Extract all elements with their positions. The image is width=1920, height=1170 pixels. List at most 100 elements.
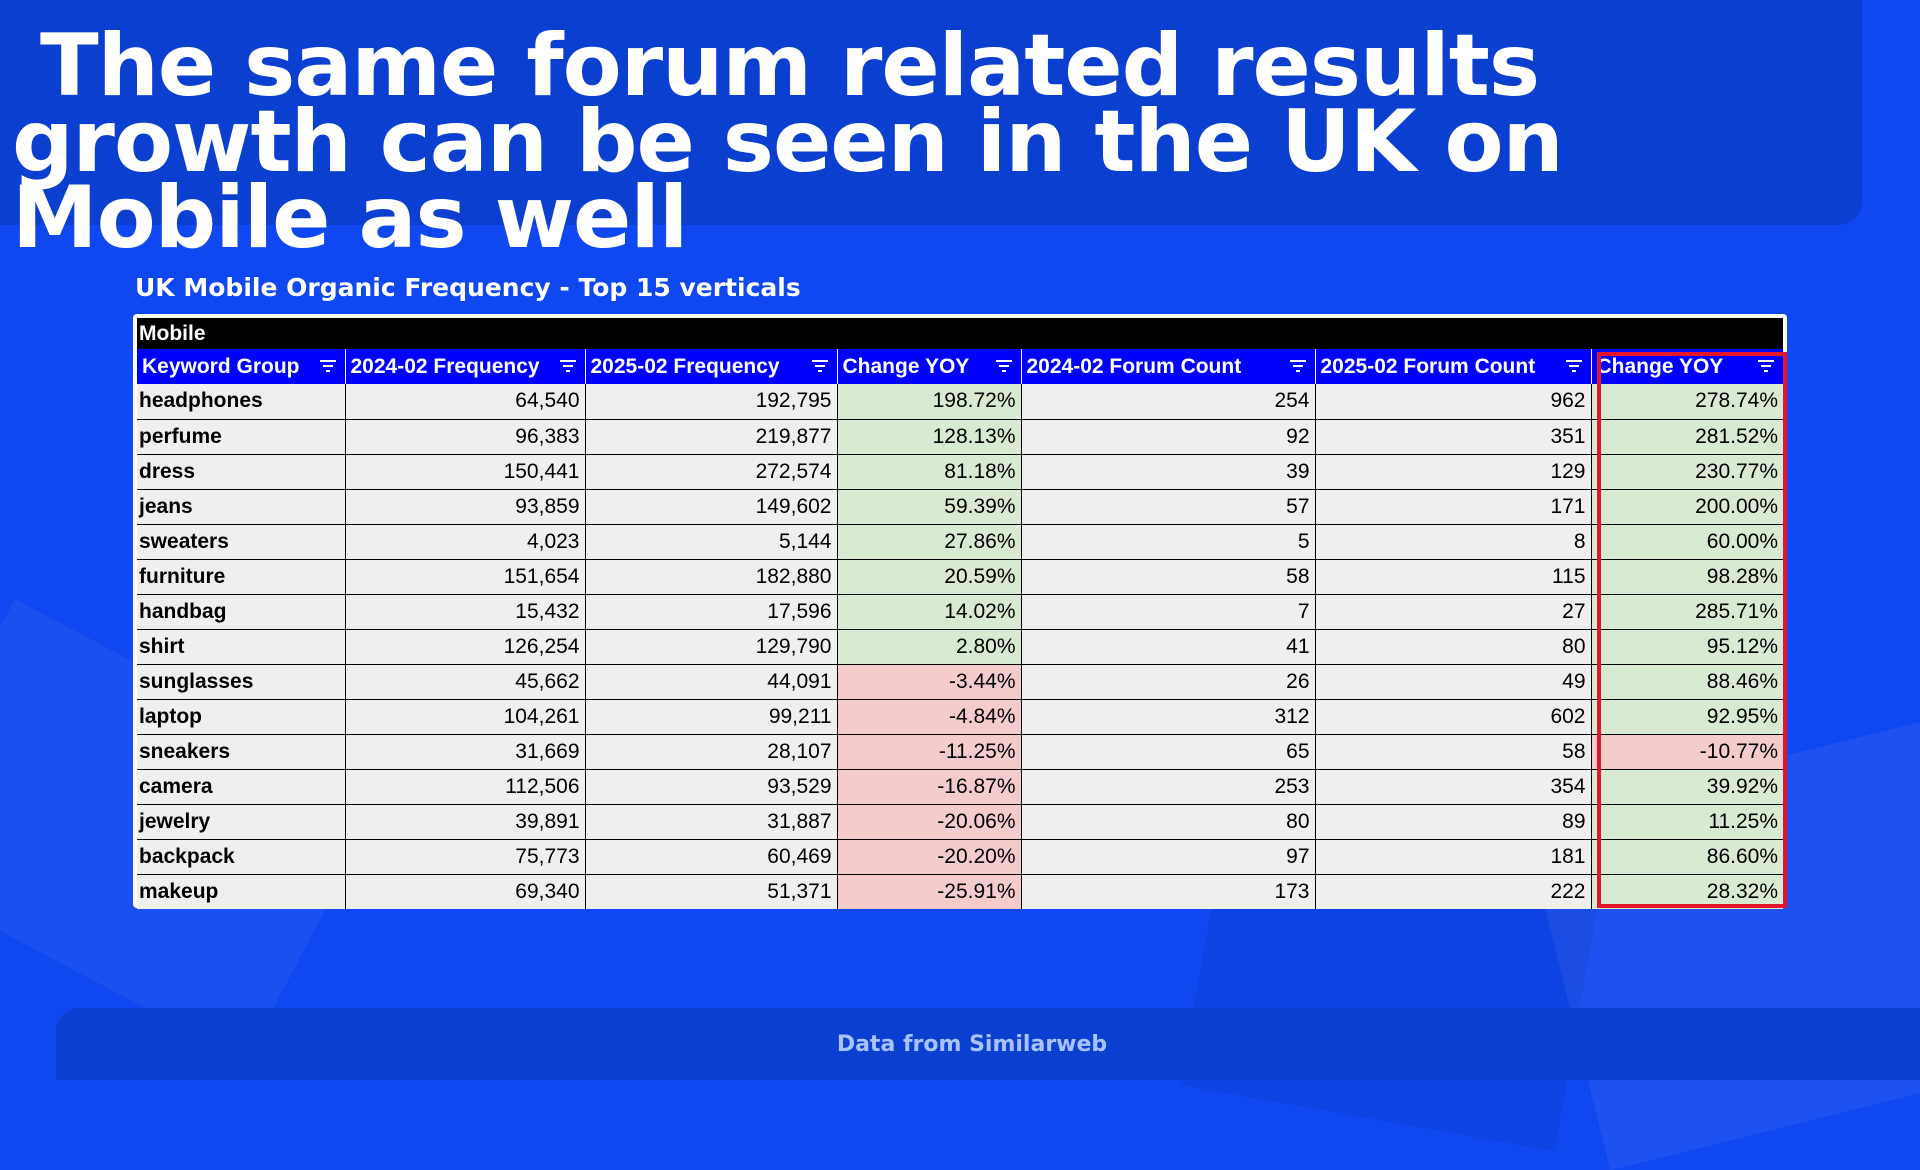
column-header[interactable]: 2025-02 Forum Count xyxy=(1315,349,1592,384)
freq-change-cell[interactable]: -3.44% xyxy=(837,664,1022,700)
filter-icon[interactable] xyxy=(1565,359,1583,373)
forum-2025-cell[interactable]: 602 xyxy=(1315,699,1592,735)
forum-change-cell[interactable]: 98.28% xyxy=(1591,559,1783,595)
forum-2024-cell[interactable]: 254 xyxy=(1021,384,1316,420)
filter-icon[interactable] xyxy=(995,359,1013,373)
forum-2025-cell[interactable]: 89 xyxy=(1315,804,1592,840)
forum-change-cell[interactable]: 278.74% xyxy=(1591,384,1783,420)
freq-2024-cell[interactable]: 126,254 xyxy=(345,629,586,665)
freq-2025-cell[interactable]: 60,469 xyxy=(585,839,838,875)
freq-change-cell[interactable]: -20.20% xyxy=(837,839,1022,875)
freq-2024-cell[interactable]: 112,506 xyxy=(345,769,586,805)
forum-2025-cell[interactable]: 351 xyxy=(1315,419,1592,455)
forum-2024-cell[interactable]: 80 xyxy=(1021,804,1316,840)
forum-2024-cell[interactable]: 312 xyxy=(1021,699,1316,735)
forum-2024-cell[interactable]: 58 xyxy=(1021,559,1316,595)
freq-2025-cell[interactable]: 31,887 xyxy=(585,804,838,840)
freq-2025-cell[interactable]: 5,144 xyxy=(585,524,838,560)
keyword-cell[interactable]: jewelry xyxy=(137,804,346,840)
freq-2025-cell[interactable]: 93,529 xyxy=(585,769,838,805)
forum-change-cell[interactable]: 95.12% xyxy=(1591,629,1783,665)
freq-2025-cell[interactable]: 272,574 xyxy=(585,454,838,490)
forum-2025-cell[interactable]: 80 xyxy=(1315,629,1592,665)
forum-change-cell[interactable]: 230.77% xyxy=(1591,454,1783,490)
keyword-cell[interactable]: sweaters xyxy=(137,524,346,560)
forum-2025-cell[interactable]: 129 xyxy=(1315,454,1592,490)
forum-change-cell[interactable]: 39.92% xyxy=(1591,769,1783,805)
freq-change-cell[interactable]: -4.84% xyxy=(837,699,1022,735)
forum-change-cell[interactable]: 11.25% xyxy=(1591,804,1783,840)
forum-change-cell[interactable]: -10.77% xyxy=(1591,734,1783,770)
freq-change-cell[interactable]: -16.87% xyxy=(837,769,1022,805)
keyword-cell[interactable]: sunglasses xyxy=(137,664,346,700)
freq-2025-cell[interactable]: 44,091 xyxy=(585,664,838,700)
freq-2024-cell[interactable]: 15,432 xyxy=(345,594,586,630)
freq-2025-cell[interactable]: 28,107 xyxy=(585,734,838,770)
keyword-cell[interactable]: dress xyxy=(137,454,346,490)
freq-change-cell[interactable]: -20.06% xyxy=(837,804,1022,840)
freq-2024-cell[interactable]: 69,340 xyxy=(345,874,586,909)
forum-2025-cell[interactable]: 27 xyxy=(1315,594,1592,630)
column-header[interactable]: Change YOY xyxy=(837,349,1022,384)
freq-2025-cell[interactable]: 51,371 xyxy=(585,874,838,909)
freq-2025-cell[interactable]: 219,877 xyxy=(585,419,838,455)
forum-change-cell[interactable]: 28.32% xyxy=(1591,874,1783,909)
forum-2025-cell[interactable]: 171 xyxy=(1315,489,1592,525)
freq-2025-cell[interactable]: 182,880 xyxy=(585,559,838,595)
forum-2025-cell[interactable]: 222 xyxy=(1315,874,1592,909)
freq-change-cell[interactable]: 14.02% xyxy=(837,594,1022,630)
column-header[interactable]: 2024-02 Frequency xyxy=(345,349,586,384)
keyword-cell[interactable]: backpack xyxy=(137,839,346,875)
forum-change-cell[interactable]: 285.71% xyxy=(1591,594,1783,630)
freq-2024-cell[interactable]: 151,654 xyxy=(345,559,586,595)
filter-icon[interactable] xyxy=(811,359,829,373)
freq-2024-cell[interactable]: 93,859 xyxy=(345,489,586,525)
forum-2025-cell[interactable]: 49 xyxy=(1315,664,1592,700)
freq-2024-cell[interactable]: 31,669 xyxy=(345,734,586,770)
forum-2024-cell[interactable]: 26 xyxy=(1021,664,1316,700)
forum-2025-cell[interactable]: 181 xyxy=(1315,839,1592,875)
freq-2025-cell[interactable]: 192,795 xyxy=(585,384,838,420)
forum-2025-cell[interactable]: 354 xyxy=(1315,769,1592,805)
forum-2024-cell[interactable]: 173 xyxy=(1021,874,1316,909)
keyword-cell[interactable]: makeup xyxy=(137,874,346,909)
forum-change-cell[interactable]: 92.95% xyxy=(1591,699,1783,735)
filter-icon[interactable] xyxy=(319,359,337,373)
freq-change-cell[interactable]: 128.13% xyxy=(837,419,1022,455)
forum-2025-cell[interactable]: 8 xyxy=(1315,524,1592,560)
keyword-cell[interactable]: perfume xyxy=(137,419,346,455)
forum-2024-cell[interactable]: 57 xyxy=(1021,489,1316,525)
freq-change-cell[interactable]: 20.59% xyxy=(837,559,1022,595)
freq-change-cell[interactable]: -25.91% xyxy=(837,874,1022,909)
forum-2024-cell[interactable]: 5 xyxy=(1021,524,1316,560)
freq-2025-cell[interactable]: 129,790 xyxy=(585,629,838,665)
freq-change-cell[interactable]: 198.72% xyxy=(837,384,1022,420)
freq-2025-cell[interactable]: 149,602 xyxy=(585,489,838,525)
freq-change-cell[interactable]: -11.25% xyxy=(837,734,1022,770)
column-header[interactable]: 2025-02 Frequency xyxy=(585,349,838,384)
keyword-cell[interactable]: furniture xyxy=(137,559,346,595)
freq-2024-cell[interactable]: 4,023 xyxy=(345,524,586,560)
keyword-cell[interactable]: camera xyxy=(137,769,346,805)
freq-2024-cell[interactable]: 39,891 xyxy=(345,804,586,840)
keyword-cell[interactable]: headphones xyxy=(137,384,346,420)
keyword-cell[interactable]: handbag xyxy=(137,594,346,630)
freq-change-cell[interactable]: 27.86% xyxy=(837,524,1022,560)
filter-icon[interactable] xyxy=(1289,359,1307,373)
forum-2024-cell[interactable]: 92 xyxy=(1021,419,1316,455)
freq-2024-cell[interactable]: 45,662 xyxy=(345,664,586,700)
freq-change-cell[interactable]: 59.39% xyxy=(837,489,1022,525)
forum-2024-cell[interactable]: 253 xyxy=(1021,769,1316,805)
freq-2024-cell[interactable]: 64,540 xyxy=(345,384,586,420)
freq-change-cell[interactable]: 81.18% xyxy=(837,454,1022,490)
forum-2024-cell[interactable]: 65 xyxy=(1021,734,1316,770)
forum-change-cell[interactable]: 88.46% xyxy=(1591,664,1783,700)
column-header[interactable]: 2024-02 Forum Count xyxy=(1021,349,1316,384)
filter-icon[interactable] xyxy=(559,359,577,373)
keyword-cell[interactable]: jeans xyxy=(137,489,346,525)
freq-2025-cell[interactable]: 99,211 xyxy=(585,699,838,735)
column-header[interactable]: Change YOY xyxy=(1591,349,1784,384)
freq-2024-cell[interactable]: 96,383 xyxy=(345,419,586,455)
keyword-cell[interactable]: shirt xyxy=(137,629,346,665)
column-header[interactable]: Keyword Group xyxy=(137,349,346,384)
